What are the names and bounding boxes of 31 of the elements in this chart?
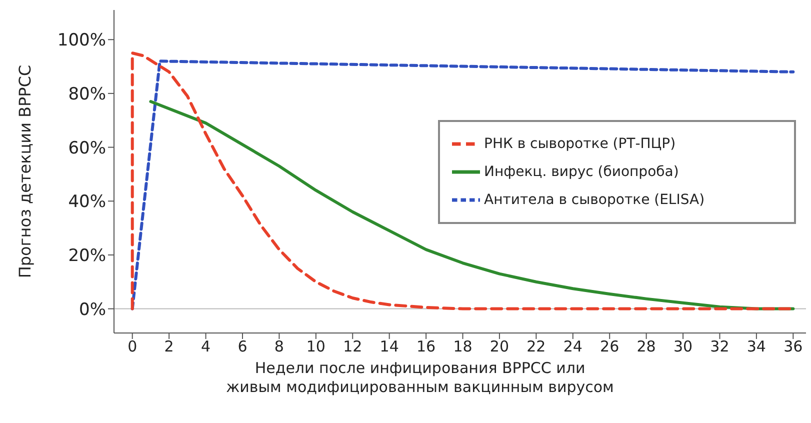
legend-label: Инфекц. вирус (биопроба) xyxy=(484,164,679,180)
x-tick-label: 32 xyxy=(710,338,730,356)
x-tick-label: 12 xyxy=(343,338,362,356)
x-tick-label: 28 xyxy=(636,338,656,356)
legend-label: Антитела в сыворотке (ELISA) xyxy=(484,192,705,208)
x-tick-label: 4 xyxy=(201,338,211,356)
y-tick-label: 40% xyxy=(68,192,106,212)
x-tick-label: 34 xyxy=(746,338,766,356)
y-axis-title: Прогноз детекции ВРРСС xyxy=(16,64,35,278)
x-tick-label: 36 xyxy=(784,338,803,356)
x-tick-label: 8 xyxy=(274,338,284,356)
x-tick-label: 24 xyxy=(563,338,582,356)
x-tick-label: 16 xyxy=(416,338,436,356)
legend-label: РНК в сыворотке (РТ-ПЦР) xyxy=(484,136,676,152)
x-tick-label: 26 xyxy=(600,338,620,356)
x-tick-label: 30 xyxy=(673,338,693,356)
x-tick-label: 14 xyxy=(380,338,399,356)
x-tick-label: 10 xyxy=(306,338,326,356)
y-tick-label: 80% xyxy=(68,84,106,104)
line-series xyxy=(149,100,795,310)
x-tick-label: 6 xyxy=(238,338,248,356)
x-tick-label: 20 xyxy=(490,338,510,356)
y-tick-label: 100% xyxy=(57,30,106,51)
x-tick-label: 22 xyxy=(526,338,546,356)
y-tick-label: 0% xyxy=(79,300,106,320)
x-axis-title: Недели после инфицирования ВРРСС или живым модифицированным вакцинным вирусом xyxy=(226,359,614,396)
y-tick-label: 20% xyxy=(68,246,106,266)
x-tick-label: 0 xyxy=(128,338,138,356)
x-tick-label: 2 xyxy=(164,338,174,356)
x-tick-label: 18 xyxy=(453,338,472,356)
y-tick-label: 60% xyxy=(68,138,106,158)
